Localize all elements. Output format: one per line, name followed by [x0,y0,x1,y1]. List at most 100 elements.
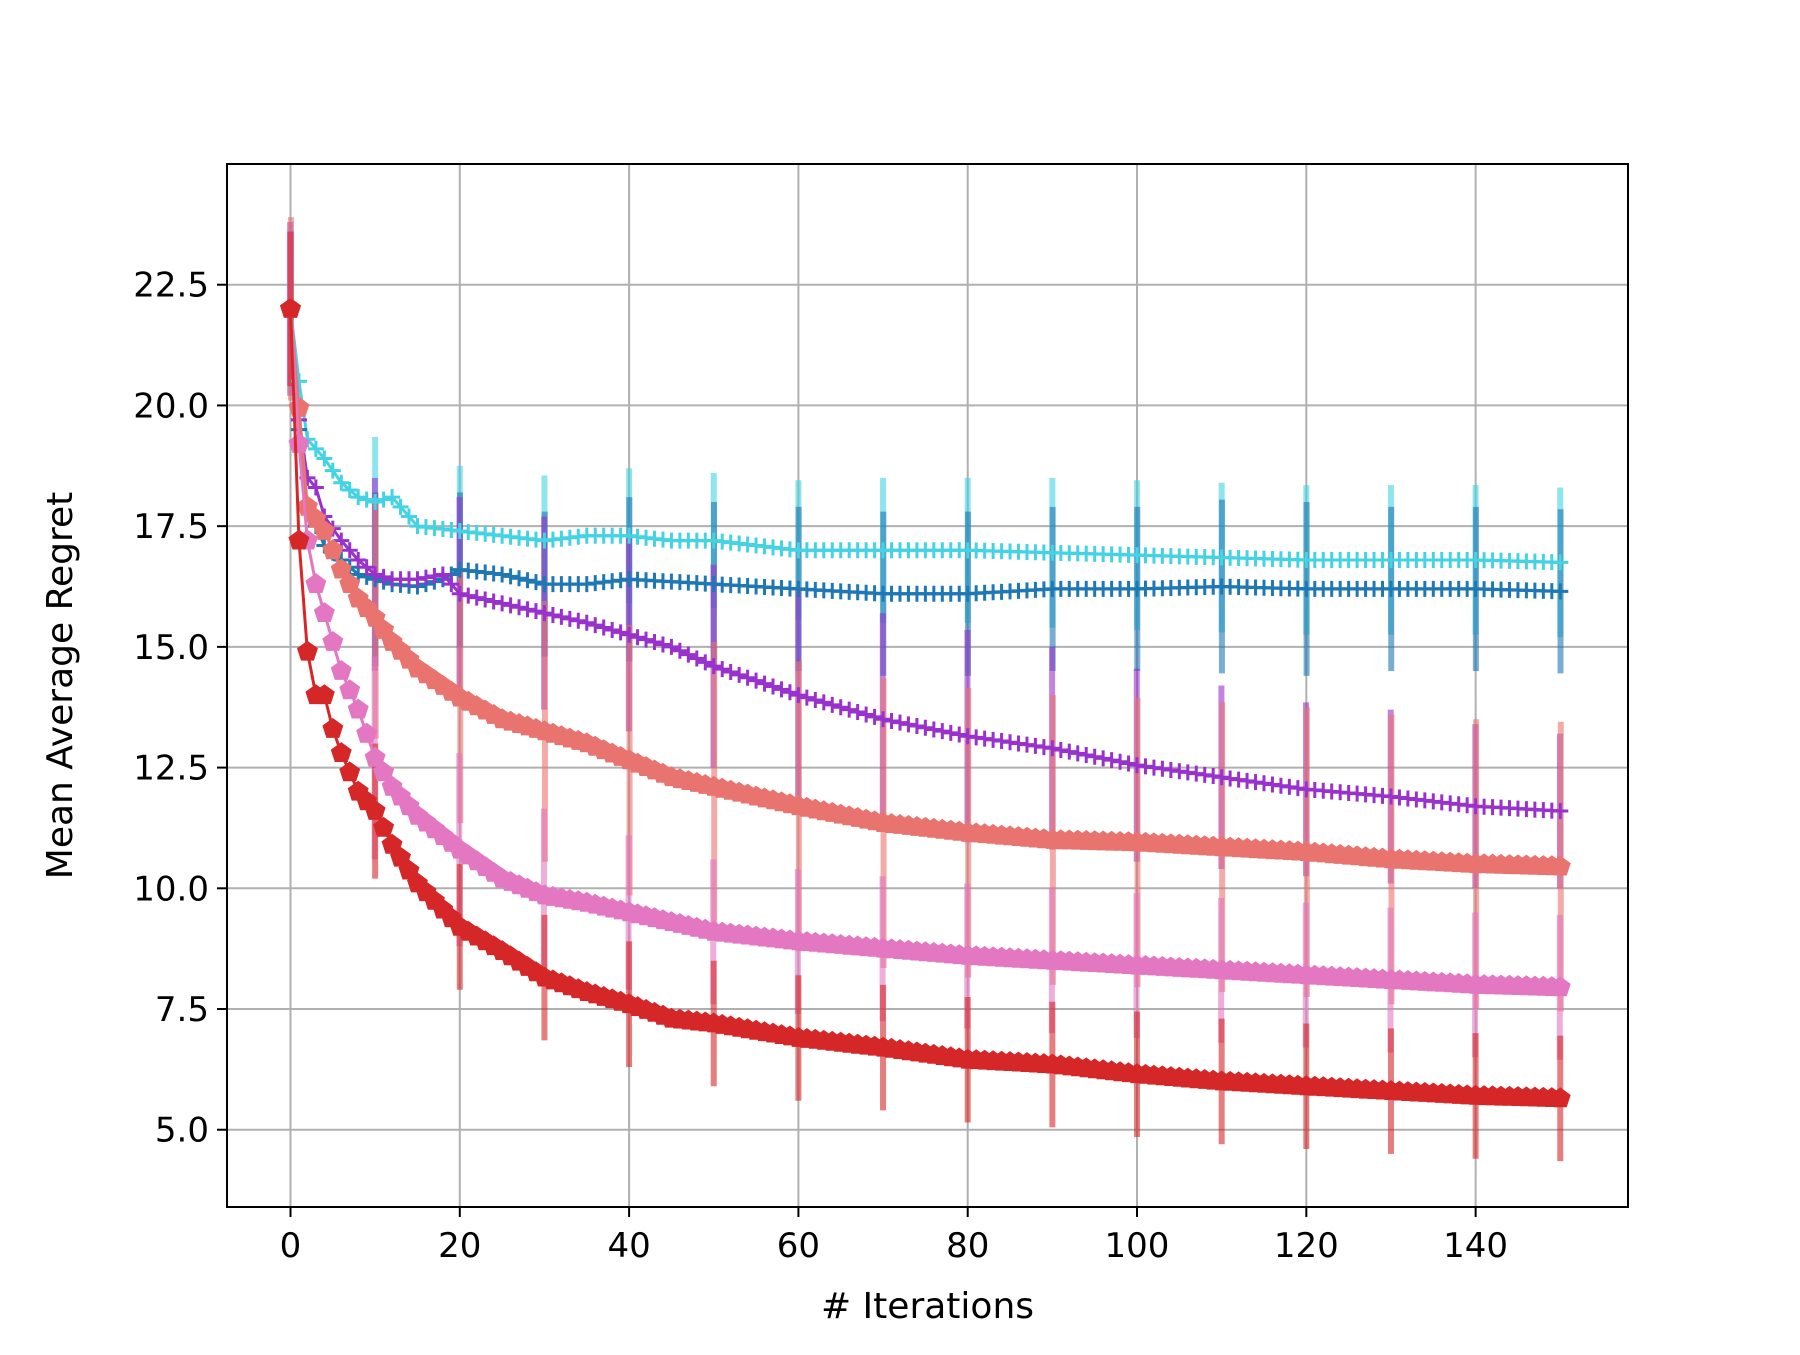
y-axis-label: Mean Average Regret [40,492,81,879]
data-point [858,706,875,723]
x-tick-label: 60 [777,1226,820,1266]
data-point [756,675,773,692]
data-point [671,642,688,659]
data-point [341,481,358,498]
data-point [341,542,358,559]
data-point [688,650,705,667]
data-point [891,714,908,731]
data-point [875,711,892,728]
data-point [322,631,344,651]
data-point [339,679,361,700]
data-point [313,602,335,622]
data-point [381,833,403,854]
data-point [773,681,790,698]
data-point [373,816,395,837]
data-point [307,479,324,496]
y-tick-label: 12.5 [133,749,209,789]
data-point [739,669,756,686]
data-point [1549,855,1571,876]
data-point [364,800,386,820]
data-point [612,624,629,641]
data-point [330,742,352,762]
data-point [587,617,604,634]
data-point [502,597,519,614]
data-point [536,605,553,622]
data-point [697,654,714,671]
data-point [519,572,536,589]
data-point [409,571,426,588]
data-point [578,614,595,631]
x-tick-label: 120 [1274,1226,1339,1266]
data-point [280,297,301,318]
data-point [866,708,883,725]
data-point [832,699,849,716]
data-point [654,636,671,653]
data-point [1552,583,1569,600]
y-tick-label: 5.0 [155,1111,209,1151]
data-point [1086,748,1103,765]
data-point [401,508,418,525]
series-layer [280,297,1571,1108]
data-point [339,761,361,782]
data-point [883,712,900,729]
data-point [468,589,485,606]
x-axis-ticks: 0 20 40 60 80 100 120 140 [280,1207,1508,1266]
data-point [849,704,866,721]
data-point [322,539,344,560]
data-point [638,631,655,648]
data-point [1078,747,1095,764]
data-point [1069,745,1086,762]
data-point [333,474,350,491]
data-point [373,761,395,782]
data-point [942,724,959,741]
x-tick-label: 80 [946,1226,989,1266]
series-line [280,297,1571,997]
data-point [451,585,468,602]
data-point [384,489,401,506]
data-point [375,491,392,508]
data-point [841,701,858,718]
plot-frame [226,163,1629,1208]
data-point [1103,752,1120,769]
data-point [1549,976,1571,997]
data-point [485,593,502,610]
data-point [460,587,477,604]
y-tick-label: 7.5 [155,990,209,1030]
data-point [1120,755,1137,772]
data-point [367,566,384,583]
data-point [494,595,511,612]
data-point [1549,1087,1571,1108]
data-point [347,698,369,719]
data-point [748,672,765,689]
data-point [322,718,344,738]
data-point [364,746,386,767]
data-point [1095,750,1112,767]
data-point [765,678,782,695]
data-point [629,629,646,646]
data-point [443,576,460,593]
data-point [621,626,638,643]
data-point [714,661,731,678]
data-point [790,687,807,704]
y-tick-label: 10.0 [133,869,209,909]
data-point [798,689,815,706]
data-point [1061,743,1078,760]
data-point [519,601,536,618]
data-point [307,440,324,457]
data-point [511,599,528,616]
data-point [417,569,434,586]
data-point [705,658,722,675]
data-point [305,573,327,593]
data-point [908,718,925,735]
data-point [330,660,352,680]
x-tick-label: 140 [1443,1226,1508,1266]
data-point [434,566,451,583]
data-point [350,489,367,506]
data-point [934,723,951,740]
data-point [426,568,443,585]
data-point [288,529,310,550]
data-point [398,859,420,880]
y-axis-ticks: 5.0 7.5 10.0 12.5 15.0 17.5 20.0 22.5 [133,266,227,1151]
data-point [339,573,361,593]
